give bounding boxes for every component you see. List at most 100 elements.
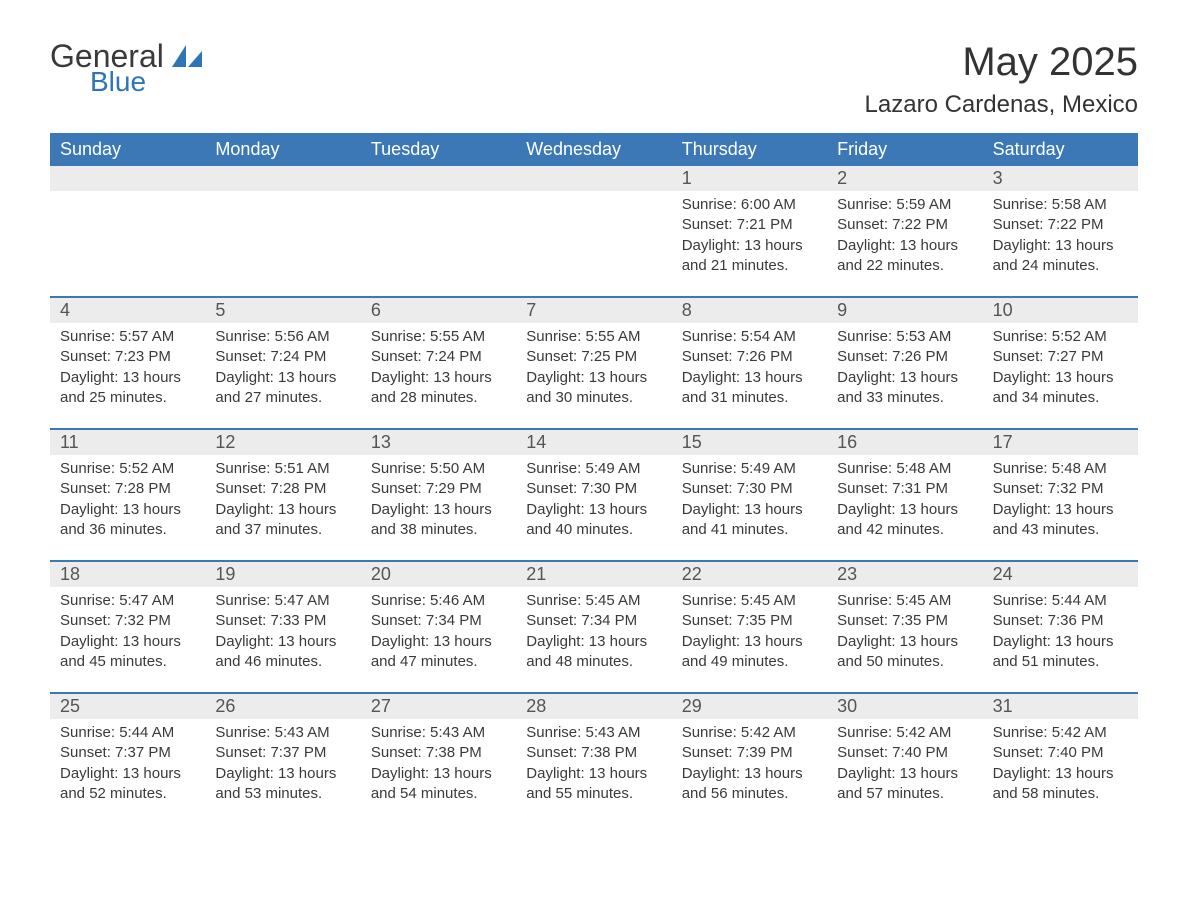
day-number: 28 <box>516 694 671 719</box>
daylight-text: Daylight: 13 hours and 45 minutes. <box>60 632 195 673</box>
sunrise-text: Sunrise: 5:51 AM <box>215 459 350 479</box>
daylight-text: Daylight: 13 hours and 56 minutes. <box>682 764 817 805</box>
day-number: 5 <box>205 298 360 323</box>
day-content: Sunrise: 5:42 AMSunset: 7:40 PMDaylight:… <box>827 719 982 824</box>
day-content: Sunrise: 5:47 AMSunset: 7:32 PMDaylight:… <box>50 587 205 692</box>
weekday-header-row: Sunday Monday Tuesday Wednesday Thursday… <box>50 133 1138 166</box>
day-content: Sunrise: 5:55 AMSunset: 7:25 PMDaylight:… <box>516 323 671 428</box>
day-content: Sunrise: 5:42 AMSunset: 7:40 PMDaylight:… <box>983 719 1138 824</box>
day-content: Sunrise: 6:00 AMSunset: 7:21 PMDaylight:… <box>672 191 827 296</box>
day-content-row: Sunrise: 5:44 AMSunset: 7:37 PMDaylight:… <box>50 719 1138 824</box>
sunset-text: Sunset: 7:40 PM <box>993 743 1128 763</box>
day-content: Sunrise: 5:45 AMSunset: 7:34 PMDaylight:… <box>516 587 671 692</box>
week-block: 25262728293031Sunrise: 5:44 AMSunset: 7:… <box>50 692 1138 824</box>
sunset-text: Sunset: 7:25 PM <box>526 347 661 367</box>
sunrise-text: Sunrise: 6:00 AM <box>682 195 817 215</box>
sunrise-text: Sunrise: 5:42 AM <box>837 723 972 743</box>
daylight-text: Daylight: 13 hours and 22 minutes. <box>837 236 972 277</box>
sunrise-text: Sunrise: 5:47 AM <box>60 591 195 611</box>
day-content: Sunrise: 5:48 AMSunset: 7:32 PMDaylight:… <box>983 455 1138 560</box>
sunset-text: Sunset: 7:30 PM <box>682 479 817 499</box>
page-header: General Blue May 2025 Lazaro Cardenas, M… <box>50 40 1138 129</box>
day-number: 14 <box>516 430 671 455</box>
week-block: 45678910Sunrise: 5:57 AMSunset: 7:23 PMD… <box>50 296 1138 428</box>
title-block: May 2025 Lazaro Cardenas, Mexico <box>865 40 1138 129</box>
daylight-text: Daylight: 13 hours and 58 minutes. <box>993 764 1128 805</box>
day-content: Sunrise: 5:49 AMSunset: 7:30 PMDaylight:… <box>672 455 827 560</box>
sunset-text: Sunset: 7:31 PM <box>837 479 972 499</box>
sunset-text: Sunset: 7:39 PM <box>682 743 817 763</box>
sunrise-text: Sunrise: 5:46 AM <box>371 591 506 611</box>
logo: General Blue <box>50 40 202 98</box>
sunrise-text: Sunrise: 5:48 AM <box>837 459 972 479</box>
logo-sail-icon <box>172 45 202 72</box>
day-content: Sunrise: 5:44 AMSunset: 7:37 PMDaylight:… <box>50 719 205 824</box>
location-label: Lazaro Cardenas, Mexico <box>865 91 1138 119</box>
day-number: 31 <box>983 694 1138 719</box>
sunset-text: Sunset: 7:34 PM <box>526 611 661 631</box>
day-number: 8 <box>672 298 827 323</box>
day-content: Sunrise: 5:52 AMSunset: 7:28 PMDaylight:… <box>50 455 205 560</box>
sunset-text: Sunset: 7:29 PM <box>371 479 506 499</box>
day-number: 3 <box>983 166 1138 191</box>
sunset-text: Sunset: 7:35 PM <box>837 611 972 631</box>
daylight-text: Daylight: 13 hours and 47 minutes. <box>371 632 506 673</box>
day-content <box>205 191 360 296</box>
day-number: 2 <box>827 166 982 191</box>
sunset-text: Sunset: 7:38 PM <box>526 743 661 763</box>
sunrise-text: Sunrise: 5:56 AM <box>215 327 350 347</box>
daylight-text: Daylight: 13 hours and 55 minutes. <box>526 764 661 805</box>
sunset-text: Sunset: 7:35 PM <box>682 611 817 631</box>
week-block: 123 Sunrise: 6:00 AMSunset: 7:21 PMDaylig… <box>50 166 1138 296</box>
day-content-row: Sunrise: 5:57 AMSunset: 7:23 PMDaylight:… <box>50 323 1138 428</box>
daylight-text: Daylight: 13 hours and 42 minutes. <box>837 500 972 541</box>
day-number: 26 <box>205 694 360 719</box>
day-number-row: 11121314151617 <box>50 430 1138 455</box>
day-number <box>361 166 516 191</box>
sunset-text: Sunset: 7:28 PM <box>60 479 195 499</box>
sunrise-text: Sunrise: 5:45 AM <box>526 591 661 611</box>
day-number: 1 <box>672 166 827 191</box>
daylight-text: Daylight: 13 hours and 24 minutes. <box>993 236 1128 277</box>
daylight-text: Daylight: 13 hours and 28 minutes. <box>371 368 506 409</box>
daylight-text: Daylight: 13 hours and 50 minutes. <box>837 632 972 673</box>
daylight-text: Daylight: 13 hours and 38 minutes. <box>371 500 506 541</box>
daylight-text: Daylight: 13 hours and 31 minutes. <box>682 368 817 409</box>
day-number: 20 <box>361 562 516 587</box>
sunset-text: Sunset: 7:24 PM <box>371 347 506 367</box>
sunrise-text: Sunrise: 5:42 AM <box>993 723 1128 743</box>
day-number: 18 <box>50 562 205 587</box>
day-content: Sunrise: 5:58 AMSunset: 7:22 PMDaylight:… <box>983 191 1138 296</box>
day-number: 15 <box>672 430 827 455</box>
day-content <box>516 191 671 296</box>
day-content: Sunrise: 5:50 AMSunset: 7:29 PMDaylight:… <box>361 455 516 560</box>
weekday-header: Sunday <box>50 133 205 166</box>
sunrise-text: Sunrise: 5:43 AM <box>371 723 506 743</box>
day-content: Sunrise: 5:53 AMSunset: 7:26 PMDaylight:… <box>827 323 982 428</box>
day-content: Sunrise: 5:59 AMSunset: 7:22 PMDaylight:… <box>827 191 982 296</box>
daylight-text: Daylight: 13 hours and 34 minutes. <box>993 368 1128 409</box>
sunrise-text: Sunrise: 5:53 AM <box>837 327 972 347</box>
sunset-text: Sunset: 7:32 PM <box>993 479 1128 499</box>
daylight-text: Daylight: 13 hours and 40 minutes. <box>526 500 661 541</box>
sunrise-text: Sunrise: 5:45 AM <box>837 591 972 611</box>
day-number: 25 <box>50 694 205 719</box>
weekday-header: Friday <box>827 133 982 166</box>
day-number <box>516 166 671 191</box>
sunset-text: Sunset: 7:38 PM <box>371 743 506 763</box>
day-number: 23 <box>827 562 982 587</box>
day-number: 17 <box>983 430 1138 455</box>
sunrise-text: Sunrise: 5:57 AM <box>60 327 195 347</box>
day-number: 6 <box>361 298 516 323</box>
day-content <box>361 191 516 296</box>
weekday-header: Tuesday <box>361 133 516 166</box>
week-block: 18192021222324Sunrise: 5:47 AMSunset: 7:… <box>50 560 1138 692</box>
sunrise-text: Sunrise: 5:55 AM <box>526 327 661 347</box>
daylight-text: Daylight: 13 hours and 27 minutes. <box>215 368 350 409</box>
weekday-header: Thursday <box>672 133 827 166</box>
sunset-text: Sunset: 7:37 PM <box>215 743 350 763</box>
day-content: Sunrise: 5:43 AMSunset: 7:38 PMDaylight:… <box>516 719 671 824</box>
day-content: Sunrise: 5:52 AMSunset: 7:27 PMDaylight:… <box>983 323 1138 428</box>
day-number: 21 <box>516 562 671 587</box>
weekday-header: Wednesday <box>516 133 671 166</box>
